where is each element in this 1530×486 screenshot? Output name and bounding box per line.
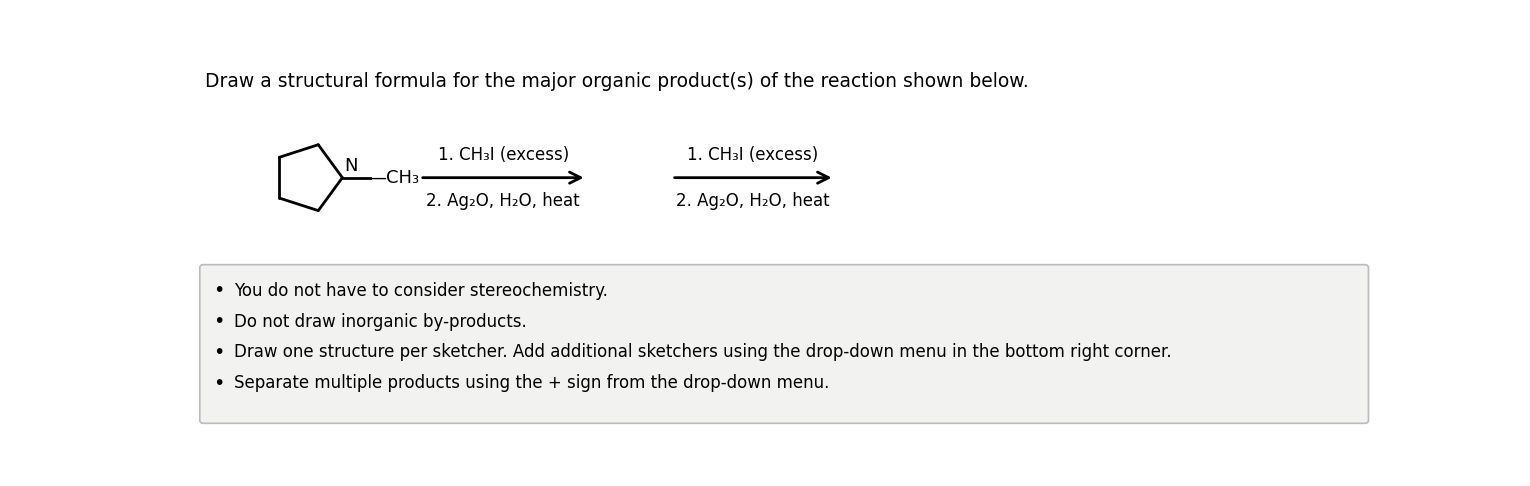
Text: N: N <box>344 157 358 175</box>
Text: Draw a structural formula for the major organic product(s) of the reaction shown: Draw a structural formula for the major … <box>205 72 1030 91</box>
Text: Do not draw inorganic by-products.: Do not draw inorganic by-products. <box>234 312 526 330</box>
Text: You do not have to consider stereochemistry.: You do not have to consider stereochemis… <box>234 282 607 300</box>
Text: Separate multiple products using the + sign from the drop-down menu.: Separate multiple products using the + s… <box>234 374 829 392</box>
FancyBboxPatch shape <box>200 265 1368 423</box>
Text: •: • <box>213 281 223 300</box>
Text: Draw one structure per sketcher. Add additional sketchers using the drop-down me: Draw one structure per sketcher. Add add… <box>234 344 1172 362</box>
Text: •: • <box>213 343 223 362</box>
Text: •: • <box>213 312 223 331</box>
Text: 1. CH₃I (excess): 1. CH₃I (excess) <box>687 146 819 164</box>
Text: 2. Ag₂O, H₂O, heat: 2. Ag₂O, H₂O, heat <box>427 191 580 209</box>
Text: •: • <box>213 374 223 393</box>
Text: —CH₃: —CH₃ <box>367 169 419 187</box>
Text: 2. Ag₂O, H₂O, heat: 2. Ag₂O, H₂O, heat <box>676 191 829 209</box>
Text: 1. CH₃I (excess): 1. CH₃I (excess) <box>438 146 569 164</box>
